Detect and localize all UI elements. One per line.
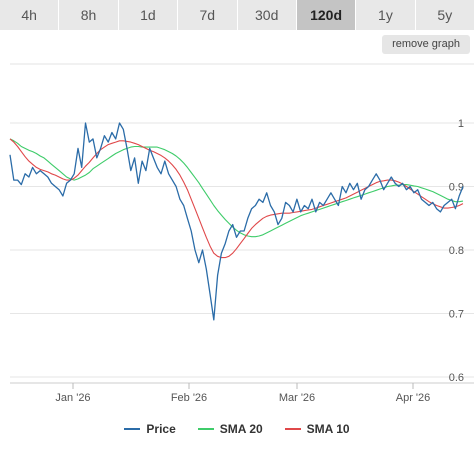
legend-label: SMA 20 — [219, 422, 263, 436]
series-lines — [9, 122, 464, 321]
y-tick-label: 0.9 — [449, 182, 464, 194]
legend-swatch-price — [124, 428, 141, 430]
series-line-sma-20 — [9, 138, 464, 238]
y-tick-label: 0.8 — [449, 245, 464, 257]
tab-5y[interactable]: 5y — [415, 0, 474, 30]
y-tick-label: 0.7 — [449, 309, 464, 321]
y-tick-label: 0.6 — [449, 372, 464, 384]
chart-legend: Price SMA 20 SMA 10 — [0, 420, 474, 438]
tab-7d[interactable]: 7d — [178, 0, 238, 30]
x-tick-label: Jan '26 — [55, 392, 90, 404]
legend-label: SMA 10 — [306, 422, 350, 436]
x-tick-label: Mar '26 — [279, 392, 315, 404]
tab-4h[interactable]: 4h — [0, 0, 60, 30]
legend-swatch-sma-20 — [197, 428, 214, 430]
y-axis-labels: 0.6 0.7 0.8 0.9 1 — [449, 118, 464, 384]
x-tick-label: Feb '26 — [171, 392, 207, 404]
legend-item-sma-20[interactable]: SMA 20 — [197, 422, 263, 436]
x-axis-ticks — [72, 383, 414, 389]
legend-item-sma-10[interactable]: SMA 10 — [284, 422, 350, 436]
tab-30d[interactable]: 30d — [237, 0, 297, 30]
legend-item-price[interactable]: Price — [124, 422, 176, 436]
grid-lines — [10, 122, 474, 378]
tab-8h[interactable]: 8h — [59, 0, 119, 30]
series-line-price — [9, 122, 464, 321]
series-line-sma-10 — [9, 138, 464, 259]
tab-120d[interactable]: 120d — [296, 0, 357, 30]
price-chart: Jan '26 Feb '26 Mar '26 Apr '26 0.60.70.… — [9, 63, 474, 404]
y-tick-label: 1 — [458, 118, 464, 130]
x-tick-label: Apr '26 — [396, 392, 431, 404]
legend-label: Price — [146, 422, 176, 436]
tab-1y[interactable]: 1y — [356, 0, 416, 30]
legend-swatch-sma-10 — [284, 428, 301, 430]
x-axis-labels: Jan '26 Feb '26 Mar '26 Apr '26 — [55, 392, 430, 404]
tab-1d[interactable]: 1d — [118, 0, 179, 30]
remove-graph-button[interactable]: remove graph — [382, 35, 470, 54]
timeframe-tabs: 4h 8h 1d 7d 30d 120d 1y 5y — [0, 0, 474, 30]
